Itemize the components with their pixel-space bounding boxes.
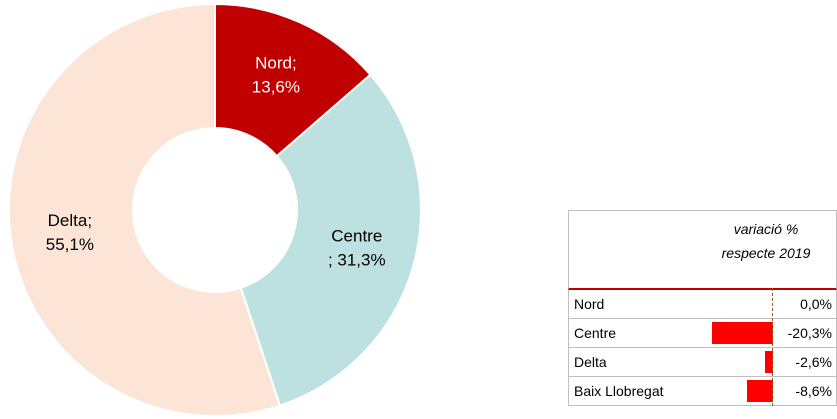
variation-table: variació % respecte 2019 Nord 0,0% Centre -… bbox=[568, 210, 837, 406]
segment-label: Delta; bbox=[48, 211, 92, 230]
donut-chart: Nord; 13,6% Centre ; 31,3% Delta; 55,1% bbox=[8, 2, 422, 417]
bar-axis bbox=[772, 288, 773, 406]
data-bar bbox=[747, 380, 773, 402]
table-row: Nord 0,0% bbox=[568, 290, 837, 319]
segment-value-label: 55,1% bbox=[46, 235, 94, 254]
table-row: Delta -2,6% bbox=[568, 348, 837, 377]
data-bar bbox=[712, 322, 773, 344]
row-value: 0,0% bbox=[800, 296, 832, 312]
donut-segment bbox=[8, 2, 282, 417]
donut-segment bbox=[239, 73, 422, 407]
table-row: Centre -20,3% bbox=[568, 319, 837, 348]
table-body: Nord 0,0% Centre -20,3% Delta -2,6% Baix Llobr… bbox=[568, 290, 837, 406]
header-text: variació % respecte 2019 bbox=[721, 221, 811, 261]
row-name: Delta bbox=[574, 354, 607, 370]
data-bar bbox=[765, 351, 773, 373]
row-name: Baix Llobregat bbox=[574, 383, 664, 399]
row-name: Centre bbox=[574, 325, 617, 341]
row-value: -20,3% bbox=[787, 325, 832, 341]
segment-value-label: 13,6% bbox=[252, 78, 300, 97]
row-value: -2,6% bbox=[795, 354, 832, 370]
table-header: variació % respecte 2019 bbox=[568, 210, 837, 290]
donut-segment bbox=[214, 2, 372, 158]
row-value: -8,6% bbox=[795, 383, 832, 399]
segment-label: Centre bbox=[331, 226, 382, 245]
segment-value-label: ; 31,3% bbox=[328, 250, 386, 269]
segment-label: Nord; bbox=[255, 54, 297, 73]
row-name: Nord bbox=[574, 296, 605, 312]
table-row: Baix Llobregat -8,6% bbox=[568, 377, 837, 406]
